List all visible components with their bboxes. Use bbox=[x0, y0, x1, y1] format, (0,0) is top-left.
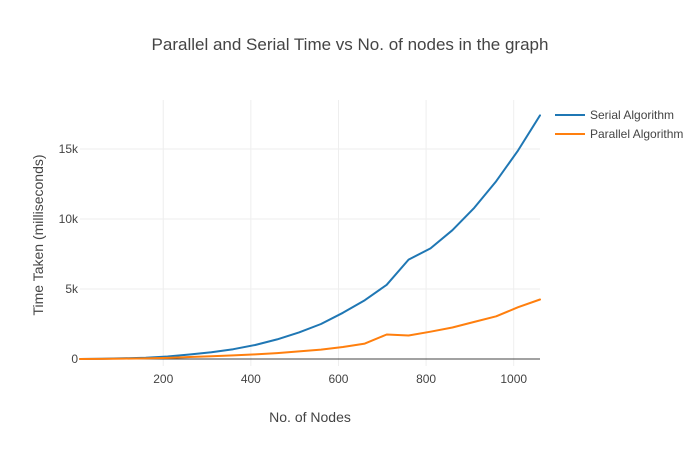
x-tick-label: 600 bbox=[328, 372, 348, 386]
y-tick-label: 5k bbox=[65, 282, 79, 296]
y-tick-label: 10k bbox=[59, 212, 79, 226]
chart-title: Parallel and Serial Time vs No. of nodes… bbox=[152, 35, 549, 54]
x-tick-label: 400 bbox=[241, 372, 261, 386]
x-tick-label: 800 bbox=[416, 372, 436, 386]
legend[interactable]: Serial Algorithm Parallel Algorithm bbox=[555, 108, 683, 141]
y-tick-label: 0 bbox=[71, 352, 78, 366]
legend-item-parallel[interactable]: Parallel Algorithm bbox=[555, 127, 683, 141]
gridlines bbox=[80, 100, 540, 366]
x-tick-label: 200 bbox=[153, 372, 173, 386]
y-tick-label: 15k bbox=[59, 142, 79, 156]
legend-label: Serial Algorithm bbox=[590, 108, 674, 122]
legend-label: Parallel Algorithm bbox=[590, 127, 683, 141]
series-lines bbox=[79, 114, 541, 360]
tick-labels: 200 400 600 800 1000 0 5k 10k 15k bbox=[59, 142, 528, 386]
x-axis-title: No. of Nodes bbox=[269, 409, 351, 425]
series-line-serial bbox=[79, 114, 541, 360]
legend-item-serial[interactable]: Serial Algorithm bbox=[555, 108, 674, 122]
x-tick-label: 1000 bbox=[500, 372, 527, 386]
y-axis-title: Time Taken (milliseconds) bbox=[30, 154, 46, 315]
series-line-parallel bbox=[79, 298, 541, 360]
